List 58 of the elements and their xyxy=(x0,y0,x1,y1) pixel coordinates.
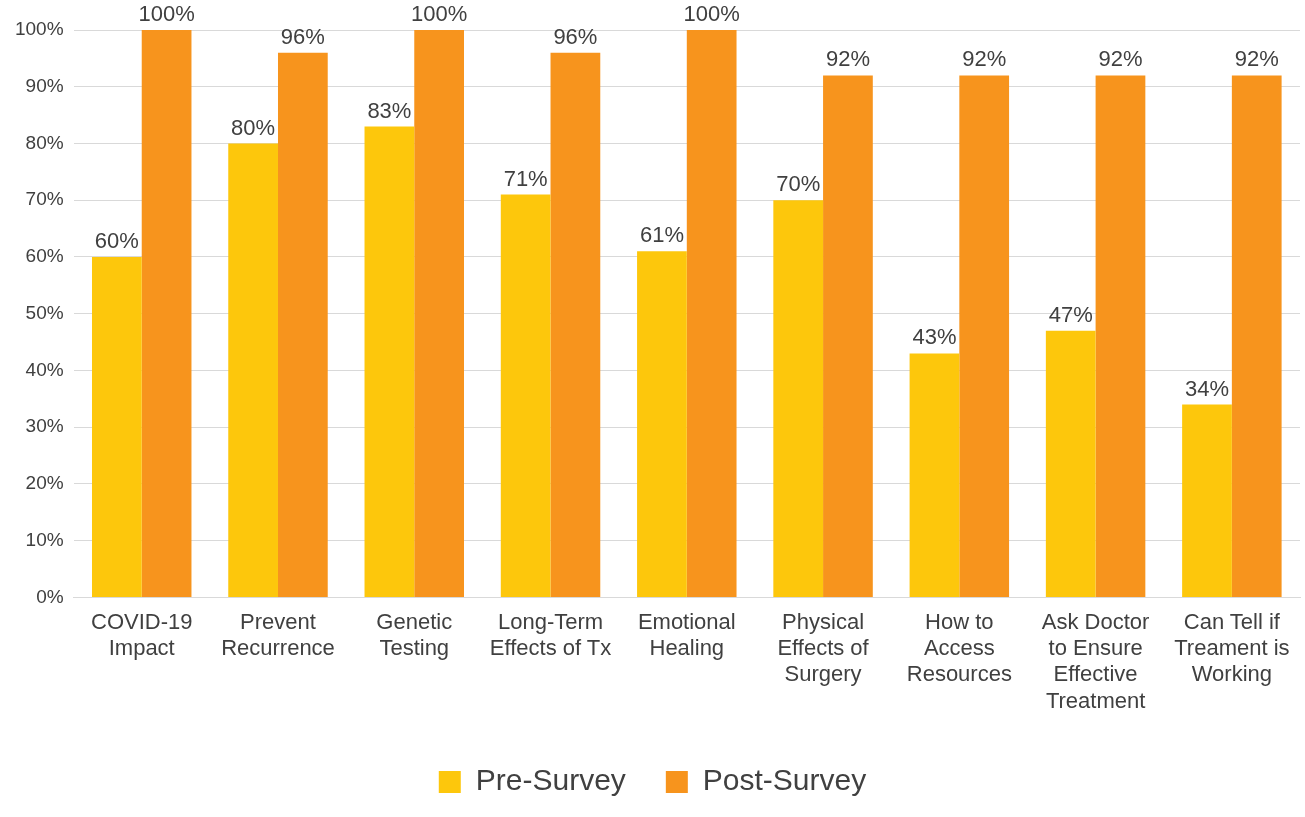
bar xyxy=(91,256,142,597)
y-tick-label: 0% xyxy=(36,585,64,607)
bar xyxy=(414,30,464,597)
x-tick-label: Physical Effects of Surgery xyxy=(777,608,870,687)
data-label: 61% xyxy=(639,222,684,248)
data-label: 92% xyxy=(962,46,1007,72)
y-tick-label: 20% xyxy=(25,472,64,494)
data-label: 34% xyxy=(1184,375,1230,401)
bar xyxy=(1045,330,1096,597)
x-tick-label: Long-Term Effects of Tx xyxy=(489,608,612,661)
bar xyxy=(228,143,278,597)
bar xyxy=(1095,75,1146,597)
x-tick-label: COVID-19 Impact xyxy=(90,608,193,661)
y-tick-label: 70% xyxy=(25,188,64,210)
bar xyxy=(364,126,415,597)
x-tick-label: Prevent Recurrence xyxy=(221,608,335,661)
y-tick-label: 30% xyxy=(25,415,64,437)
x-tick-label: Can Tell if Treament is Working xyxy=(1174,608,1290,687)
data-label: 47% xyxy=(1048,301,1093,327)
y-tick-label: 10% xyxy=(25,528,64,550)
x-tick-label: Emotional Healing xyxy=(637,608,736,661)
bar xyxy=(500,194,551,597)
bar xyxy=(278,52,328,597)
data-label: 70% xyxy=(776,171,821,197)
bar xyxy=(686,30,737,597)
data-label: 92% xyxy=(1098,46,1143,72)
data-label: 96% xyxy=(553,23,598,49)
data-label: 60% xyxy=(94,228,139,254)
data-label: 92% xyxy=(825,46,870,72)
bar xyxy=(1182,404,1232,597)
y-tick-label: 90% xyxy=(25,74,64,96)
data-label: 83% xyxy=(367,97,412,123)
data-label: 80% xyxy=(231,114,276,140)
data-label: 100% xyxy=(683,1,740,27)
y-tick-label: 50% xyxy=(25,301,64,323)
y-tick-label: 40% xyxy=(25,358,64,380)
bar xyxy=(550,52,601,597)
legend-label: Post-Survey xyxy=(702,763,867,797)
x-tick-label: Ask Doctor to Ensure Effective Treatment xyxy=(1041,608,1150,713)
data-label: 43% xyxy=(912,324,957,350)
data-label: 100% xyxy=(410,1,468,27)
bar xyxy=(823,75,873,597)
data-label: 92% xyxy=(1234,46,1279,72)
legend-label: Pre-Survey xyxy=(475,763,626,797)
bar xyxy=(773,200,824,597)
y-tick-label: 100% xyxy=(14,18,64,40)
bar xyxy=(909,353,960,597)
y-tick-label: 60% xyxy=(25,245,64,267)
bar xyxy=(1231,75,1282,597)
data-label: 100% xyxy=(138,1,195,27)
data-label: 71% xyxy=(503,165,548,191)
y-tick-label: 80% xyxy=(25,131,64,153)
bar xyxy=(141,30,192,597)
bar xyxy=(637,251,687,597)
x-tick-label: How to Access Resources xyxy=(906,608,1012,687)
bar xyxy=(959,75,1010,597)
x-tick-label: Genetic Testing xyxy=(376,608,453,661)
data-label: 96% xyxy=(280,23,325,49)
